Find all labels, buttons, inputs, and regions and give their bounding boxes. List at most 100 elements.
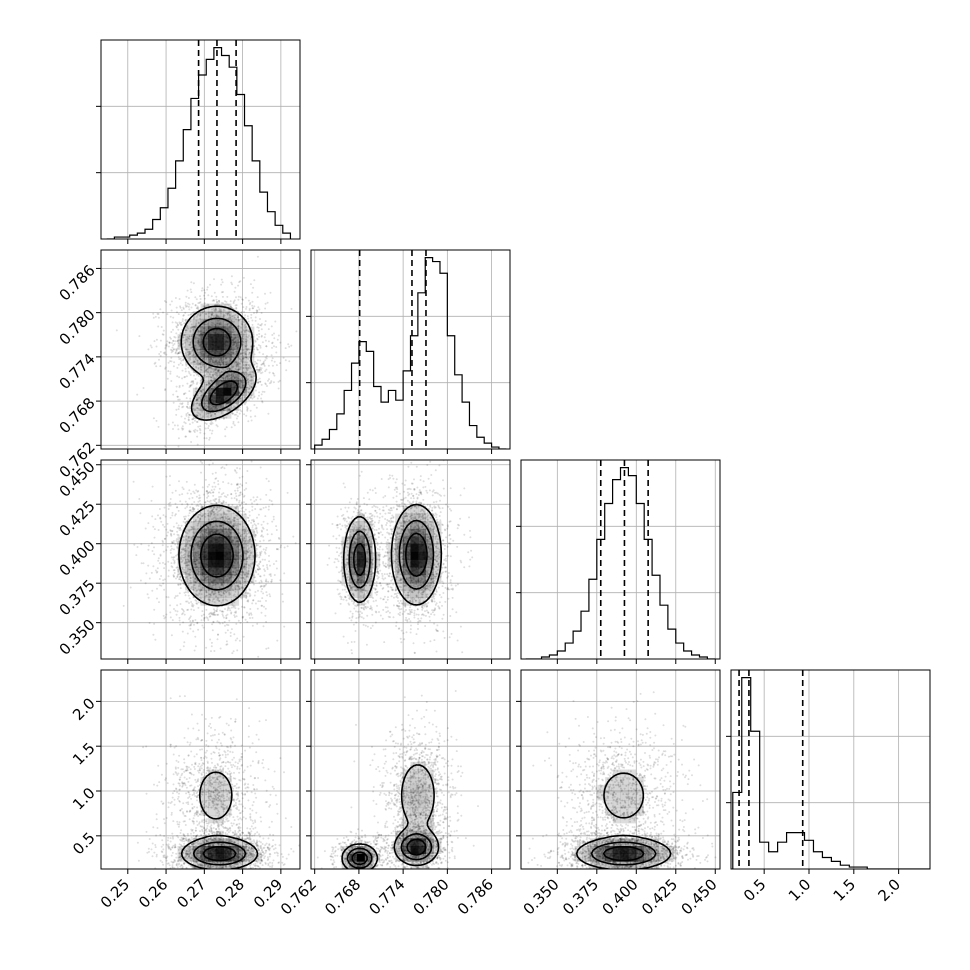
pair-panel-0-2-point [204, 501, 207, 504]
pair-panel-0-1-point [253, 395, 256, 398]
pair-panel-0-1-point [206, 375, 209, 378]
pair-panel-0-2-point [207, 514, 210, 517]
pair-panel-0-2-point [283, 546, 286, 549]
pair-panel-0-2-point [140, 543, 143, 546]
pair-panel-0-1-point [228, 408, 231, 411]
pair-panel-0-1-point [220, 301, 223, 304]
pair-panel-0-1-point [211, 299, 214, 302]
pair-panel-0-2-point [261, 558, 264, 561]
pair-panel-0-2-point [195, 559, 198, 561]
pair-panel-0-2-point [264, 614, 267, 617]
pair-panel-0-1-point [234, 360, 237, 363]
pair-panel-0-1-point [218, 300, 220, 302]
pair-panel-0-1-point [189, 430, 192, 433]
pair-panel-0-1-point [162, 351, 165, 354]
pair-panel-0-1-point [205, 375, 207, 378]
pair-panel-0-2-point [192, 609, 195, 612]
pair-panel-0-2-point [196, 602, 198, 605]
pair-panel-0-1-point [206, 399, 209, 402]
pair-panel-0-2-point [233, 469, 236, 472]
pair-panel-0-1-point [237, 319, 240, 322]
pair-panel-0-2-point [199, 496, 202, 499]
pair-panel-0-1-point [236, 336, 239, 338]
pair-panel-0-1-point [192, 418, 195, 421]
pair-panel-0-1-point [210, 432, 213, 435]
pair-panel-0-2-point [249, 554, 252, 557]
pair-panel-0-1-point [214, 413, 217, 415]
pair-panel-0-1-point [237, 284, 240, 287]
pair-panel-0-1-point [242, 367, 245, 369]
pair-panel-0-2-point [249, 498, 252, 501]
pair-panel-0-1-point [177, 352, 179, 355]
pair-panel-0-2-point [235, 483, 238, 486]
pair-panel-0-1-density-cell [192, 403, 201, 412]
pair-panel-0-1-point [260, 368, 263, 371]
pair-panel-0-1-point [258, 394, 260, 397]
pair-panel-0-2-point [197, 536, 200, 538]
pair-panel-0-1-point [224, 403, 227, 406]
pair-panel-0-1-point [218, 361, 221, 364]
pair-panel-0-2-point [188, 529, 191, 532]
pair-panel-0-1-point [176, 352, 179, 355]
pair-panel-0-2-point [217, 483, 220, 486]
pair-panel-0-1-point [203, 365, 206, 368]
pair-panel-0-2-point [194, 593, 197, 595]
pair-panel-0-1-point [241, 357, 244, 360]
pair-panel-0-1-point [233, 424, 236, 427]
pair-panel-0-1-point [252, 286, 255, 289]
pair-panel-0-2-point [236, 483, 239, 486]
pair-panel-0-1-point [225, 317, 228, 320]
pair-panel-0-2-point [245, 482, 248, 484]
pair-panel-0-1-density-cell [238, 357, 247, 366]
pair-panel-0-2-point [173, 596, 176, 599]
pair-panel-0-2-point [175, 522, 178, 525]
pair-panel-0-1-point [197, 396, 200, 399]
pair-panel-0-2-point [186, 632, 189, 635]
pair-panel-0-1-point [188, 335, 191, 338]
pair-panel-0-1-point [239, 397, 242, 400]
pair-panel-0-2-point [224, 473, 227, 476]
pair-panel-0-1-density-cell [215, 318, 224, 327]
pair-panel-0-1-density-cell [223, 410, 232, 419]
pair-panel-0-1-point [218, 418, 221, 420]
pair-panel-0-1-point [241, 352, 244, 355]
pair-panel-0-1-point [229, 358, 232, 361]
pair-panel-0-2-point [243, 494, 246, 497]
pair-panel-0-2-point [269, 595, 272, 598]
pair-panel-0-2-point [224, 624, 226, 627]
pair-panel-0-1-density-cell [246, 380, 255, 389]
pair-panel-0-2-point [222, 591, 225, 594]
pair-panel-0-2-point [254, 527, 257, 530]
pair-panel-0-2-point [256, 554, 259, 557]
pair-panel-0-1-point [246, 339, 249, 342]
pair-panel-0-1-point [214, 323, 216, 326]
pair-panel-0-2-point [276, 639, 279, 642]
pair-panel-0-2-point [255, 530, 258, 532]
pair-panel-0-1-point [186, 336, 189, 338]
pair-panel-0-1-point [214, 407, 217, 409]
pair-panel-0-1-point [226, 408, 229, 410]
pair-panel-0-1-point [194, 344, 197, 347]
pair-panel-0-1-point [228, 367, 230, 370]
pair-panel-0-2-point [259, 575, 261, 578]
pair-panel-0-2-point [250, 460, 253, 463]
pair-panel-0-1-point [259, 346, 262, 349]
pair-panel-0-1-point [226, 409, 229, 412]
pair-panel-0-1-point [192, 326, 194, 329]
pair-panel-0-1-point [230, 357, 233, 360]
pair-panel-0-1-point [208, 407, 211, 410]
pair-panel-0-1-point [212, 368, 215, 371]
pair-panel-0-1-density-cell [231, 341, 240, 350]
pair-panel-0-1-point [229, 300, 232, 303]
pair-panel-0-2-point [268, 554, 270, 557]
pair-panel-0-2-point [245, 563, 248, 565]
pair-panel-0-1-point [169, 348, 172, 351]
pair-panel-0-2-point [195, 563, 197, 566]
pair-panel-0-1-point [245, 344, 248, 347]
pair-panel-0-1-point [199, 413, 202, 416]
pair-panel-0-1-point [219, 364, 222, 366]
pair-panel-0-1-point [206, 412, 209, 415]
pair-panel-0-2-point [219, 647, 222, 650]
pair-panel-0-1-density-cell [208, 311, 217, 320]
pair-panel-0-1-point [195, 398, 198, 401]
